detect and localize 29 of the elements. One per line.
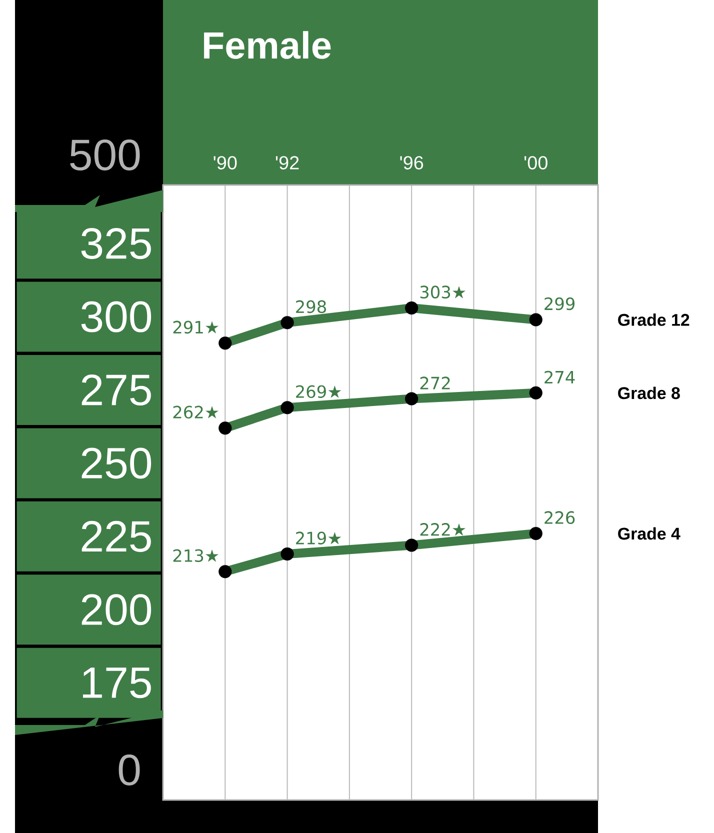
y-tick-label: 225 bbox=[82, 520, 151, 552]
x-tick-label: '00 bbox=[524, 156, 548, 170]
y-tick-label: 200 bbox=[82, 594, 152, 626]
x-tick-label: '96 bbox=[400, 156, 424, 170]
text: Grade 12 bbox=[618, 313, 690, 326]
y-tick-label: 175 bbox=[83, 668, 151, 698]
text: 500 bbox=[70, 139, 140, 171]
data-label: 303★ bbox=[420, 286, 466, 298]
y-tick-label: 325 bbox=[81, 228, 151, 260]
y-tick-label: 250 bbox=[82, 448, 152, 479]
data-label: 298 bbox=[296, 300, 326, 314]
x-tick-label: '92 bbox=[276, 156, 299, 170]
data-label: 299 bbox=[544, 297, 574, 310]
data-label: 222★ bbox=[420, 523, 466, 536]
data-label: 291★ bbox=[173, 320, 219, 334]
data-label: 262★ bbox=[173, 406, 219, 419]
y-tick-label: 275 bbox=[82, 374, 151, 406]
y-tick-label: 300 bbox=[81, 301, 152, 332]
text: 0 bbox=[118, 754, 140, 786]
data-label: 274 bbox=[544, 370, 575, 384]
data-label: 219★ bbox=[296, 532, 342, 544]
data-label: 226 bbox=[544, 511, 575, 524]
text: Grade 4 bbox=[618, 527, 680, 540]
chart-title: Female bbox=[204, 31, 331, 59]
data-label: 213★ bbox=[173, 549, 219, 562]
data-label: 269★ bbox=[296, 385, 342, 398]
data-label: 272 bbox=[420, 376, 450, 390]
text: Grade 8 bbox=[618, 386, 680, 400]
x-tick-label: '90 bbox=[214, 156, 237, 170]
